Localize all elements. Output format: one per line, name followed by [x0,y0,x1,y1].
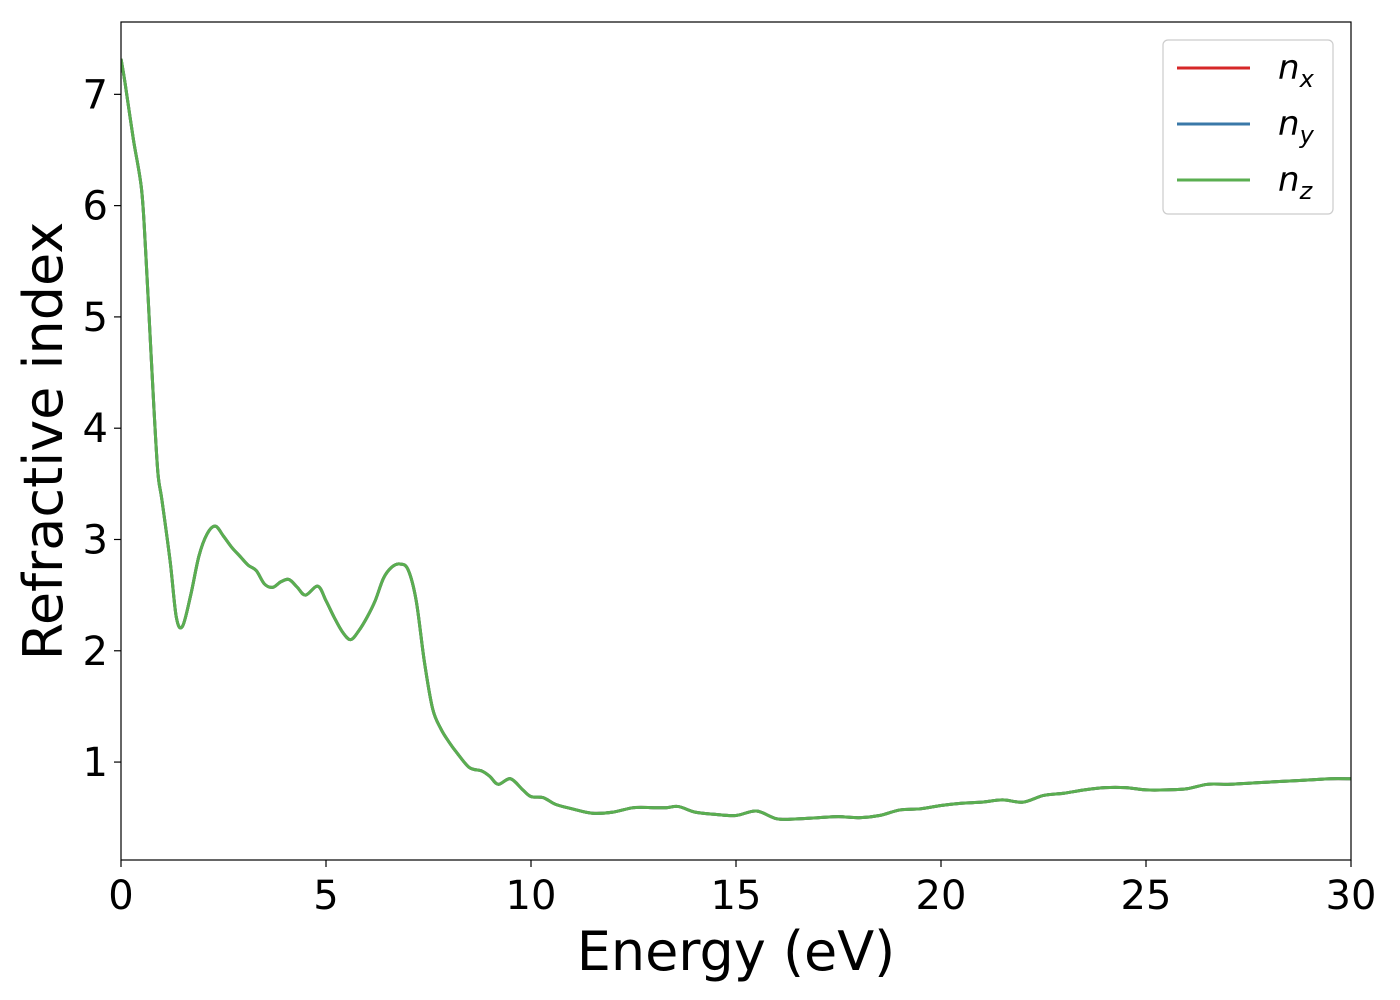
legend: nx ny nz [1162,39,1334,215]
x-axis: 0 5 10 15 20 25 30 [108,860,1376,919]
plot-area [121,58,1351,821]
y-tick-label: 5 [83,295,108,341]
legend-box [1162,39,1334,215]
legend-label-nx: nx [1278,48,1315,93]
x-tick-label: 15 [711,873,762,919]
x-tick-label: 0 [108,873,133,919]
x-tick-label: 10 [506,873,557,919]
y-tick-label: 3 [83,517,108,563]
legend-label-ny: ny [1278,104,1315,149]
x-tick-label: 5 [313,873,338,919]
legend-label-nz: nz [1278,160,1314,205]
y-axis-label: Refractive index [12,222,75,661]
x-tick-label: 20 [916,873,967,919]
x-tick-label: 30 [1326,873,1377,919]
y-tick-label: 7 [83,72,108,118]
x-axis-label: Energy (eV) [577,920,896,983]
y-tick-label: 1 [83,740,108,786]
series-line-nz [121,58,1351,821]
y-tick-label: 4 [83,406,108,452]
y-axis: 1 2 3 4 5 6 7 [83,72,121,786]
y-tick-label: 2 [83,629,108,675]
y-tick-label: 6 [83,184,108,230]
x-tick-label: 25 [1121,873,1172,919]
